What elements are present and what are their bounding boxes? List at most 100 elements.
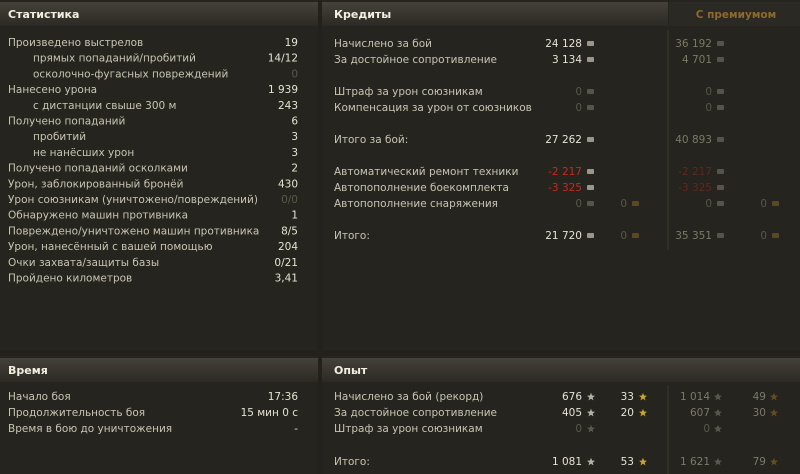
stat-value: 0 [291, 68, 298, 80]
stat-value: 3 [291, 131, 298, 143]
credit-icon [587, 201, 594, 206]
stat-label: осколочно-фугасных повреждений [33, 68, 228, 80]
xp-value: 0 [575, 423, 582, 435]
premium-xp-value: 1 621 [680, 456, 710, 468]
stat-label: Получено попаданий [8, 116, 125, 128]
gold-value: 0 [620, 230, 627, 242]
premium-xp-value: 0 [703, 423, 710, 435]
header-bar [669, 2, 800, 26]
credit-value: 21 720 [545, 230, 582, 242]
stat-label: Нанесено урона [8, 84, 97, 96]
time-label: Начало боя [8, 391, 71, 403]
gold-icon [772, 233, 779, 238]
premium-gold-value: 0 [760, 198, 767, 210]
stat-label: Произведено выстрелов [8, 37, 143, 49]
stat-label: Повреждено/уничтожено машин противника [8, 225, 259, 237]
premium-credit-value: 40 893 [675, 134, 712, 146]
free-xp-icon [770, 457, 778, 466]
time-value: - [294, 423, 298, 435]
stat-label: прямых попаданий/пробитий [33, 53, 196, 65]
stat-value: 14/12 [268, 53, 298, 65]
xp-icon [714, 408, 722, 417]
premium-credit-value: 4 701 [682, 54, 712, 66]
stat-value: 0/0 [281, 194, 298, 206]
credit-icon [717, 233, 724, 238]
credit-icon [587, 169, 594, 174]
credit-value: 0 [575, 86, 582, 98]
credit-value: 3 134 [552, 54, 582, 66]
xp-icon [714, 457, 722, 466]
xp-label: Штраф за урон союзникам [334, 423, 483, 435]
xp-icon [714, 392, 722, 401]
stat-label: Получено попаданий осколками [8, 163, 188, 175]
time-label: Продолжительность боя [8, 407, 145, 419]
credit-icon [587, 89, 594, 94]
stat-label: Урон союзникам (уничтожено/повреждений) [8, 194, 258, 206]
credit-label: Автоматический ремонт техники [334, 166, 518, 178]
free-xp-icon [770, 392, 778, 401]
premium-title: С премиумом [696, 9, 776, 21]
credit-label: Автопополнение боекомплекта [334, 182, 509, 194]
gold-icon [632, 233, 639, 238]
stat-label: пробитий [33, 131, 86, 143]
premium-free-xp-value: 79 [753, 456, 766, 468]
credit-icon [717, 89, 724, 94]
xp-icon [587, 457, 595, 466]
credit-label: Итого за бой: [334, 134, 408, 146]
stat-value: 204 [278, 241, 298, 253]
gold-icon [772, 201, 779, 206]
time-value: 15 мин 0 с [241, 407, 299, 419]
panel [0, 0, 318, 350]
xp-value: 1 081 [552, 456, 582, 468]
credit-value: -3 325 [548, 182, 582, 194]
premium-free-xp-value: 49 [753, 391, 766, 403]
stat-value: 8/5 [281, 225, 298, 237]
credit-icon [717, 57, 724, 62]
credit-icon [717, 201, 724, 206]
xp-icon [587, 424, 595, 433]
gold-value: 0 [620, 198, 627, 210]
xp-value: 405 [562, 407, 582, 419]
stat-value: 430 [278, 178, 298, 190]
credit-value: 24 128 [545, 38, 582, 50]
credit-label: За достойное сопротивление [334, 54, 497, 66]
free-xp-icon [639, 408, 647, 417]
stat-label: не нанёсших урон [33, 147, 134, 159]
stat-label: Очки захвата/защиты базы [8, 257, 159, 269]
credit-label: Компенсация за урон от союзников [334, 102, 532, 114]
stat-label: с дистанции свыше 300 м [33, 100, 176, 112]
gold-icon [632, 201, 639, 206]
credit-value: 0 [575, 198, 582, 210]
credit-icon [717, 105, 724, 110]
xp-value: 676 [562, 391, 582, 403]
premium-xp-value: 1 014 [680, 391, 710, 403]
stat-label: Пройдено километров [8, 273, 132, 285]
credit-value: -2 217 [548, 166, 582, 178]
xp-icon [714, 424, 722, 433]
stat-label: Урон, заблокированный бронёй [8, 178, 183, 190]
stat-value: 1 939 [268, 84, 298, 96]
stat-label: Урон, нанесённый с вашей помощью [8, 241, 213, 253]
free-xp-icon [770, 408, 778, 417]
credit-label: Начислено за бой [334, 38, 432, 50]
free-xp-icon [639, 457, 647, 466]
panel-title: Время [8, 364, 48, 377]
stat-value: 3 [291, 147, 298, 159]
credit-icon [587, 185, 594, 190]
header-bar [322, 2, 668, 26]
premium-credit-value: 0 [705, 198, 712, 210]
stat-value: 19 [285, 37, 298, 49]
credit-value: 27 262 [545, 134, 582, 146]
credit-icon [717, 137, 724, 142]
time-label: Время в бою до уничтожения [8, 423, 172, 435]
premium-free-xp-value: 30 [753, 407, 766, 419]
premium-credit-value: 36 192 [675, 38, 712, 50]
credit-icon [587, 233, 594, 238]
xp-label: За достойное сопротивление [334, 407, 497, 419]
credit-icon [587, 57, 594, 62]
credit-value: 0 [575, 102, 582, 114]
time-value: 17:36 [268, 391, 299, 403]
free-xp-icon [639, 392, 647, 401]
stat-label: Обнаружено машин противника [8, 210, 188, 222]
